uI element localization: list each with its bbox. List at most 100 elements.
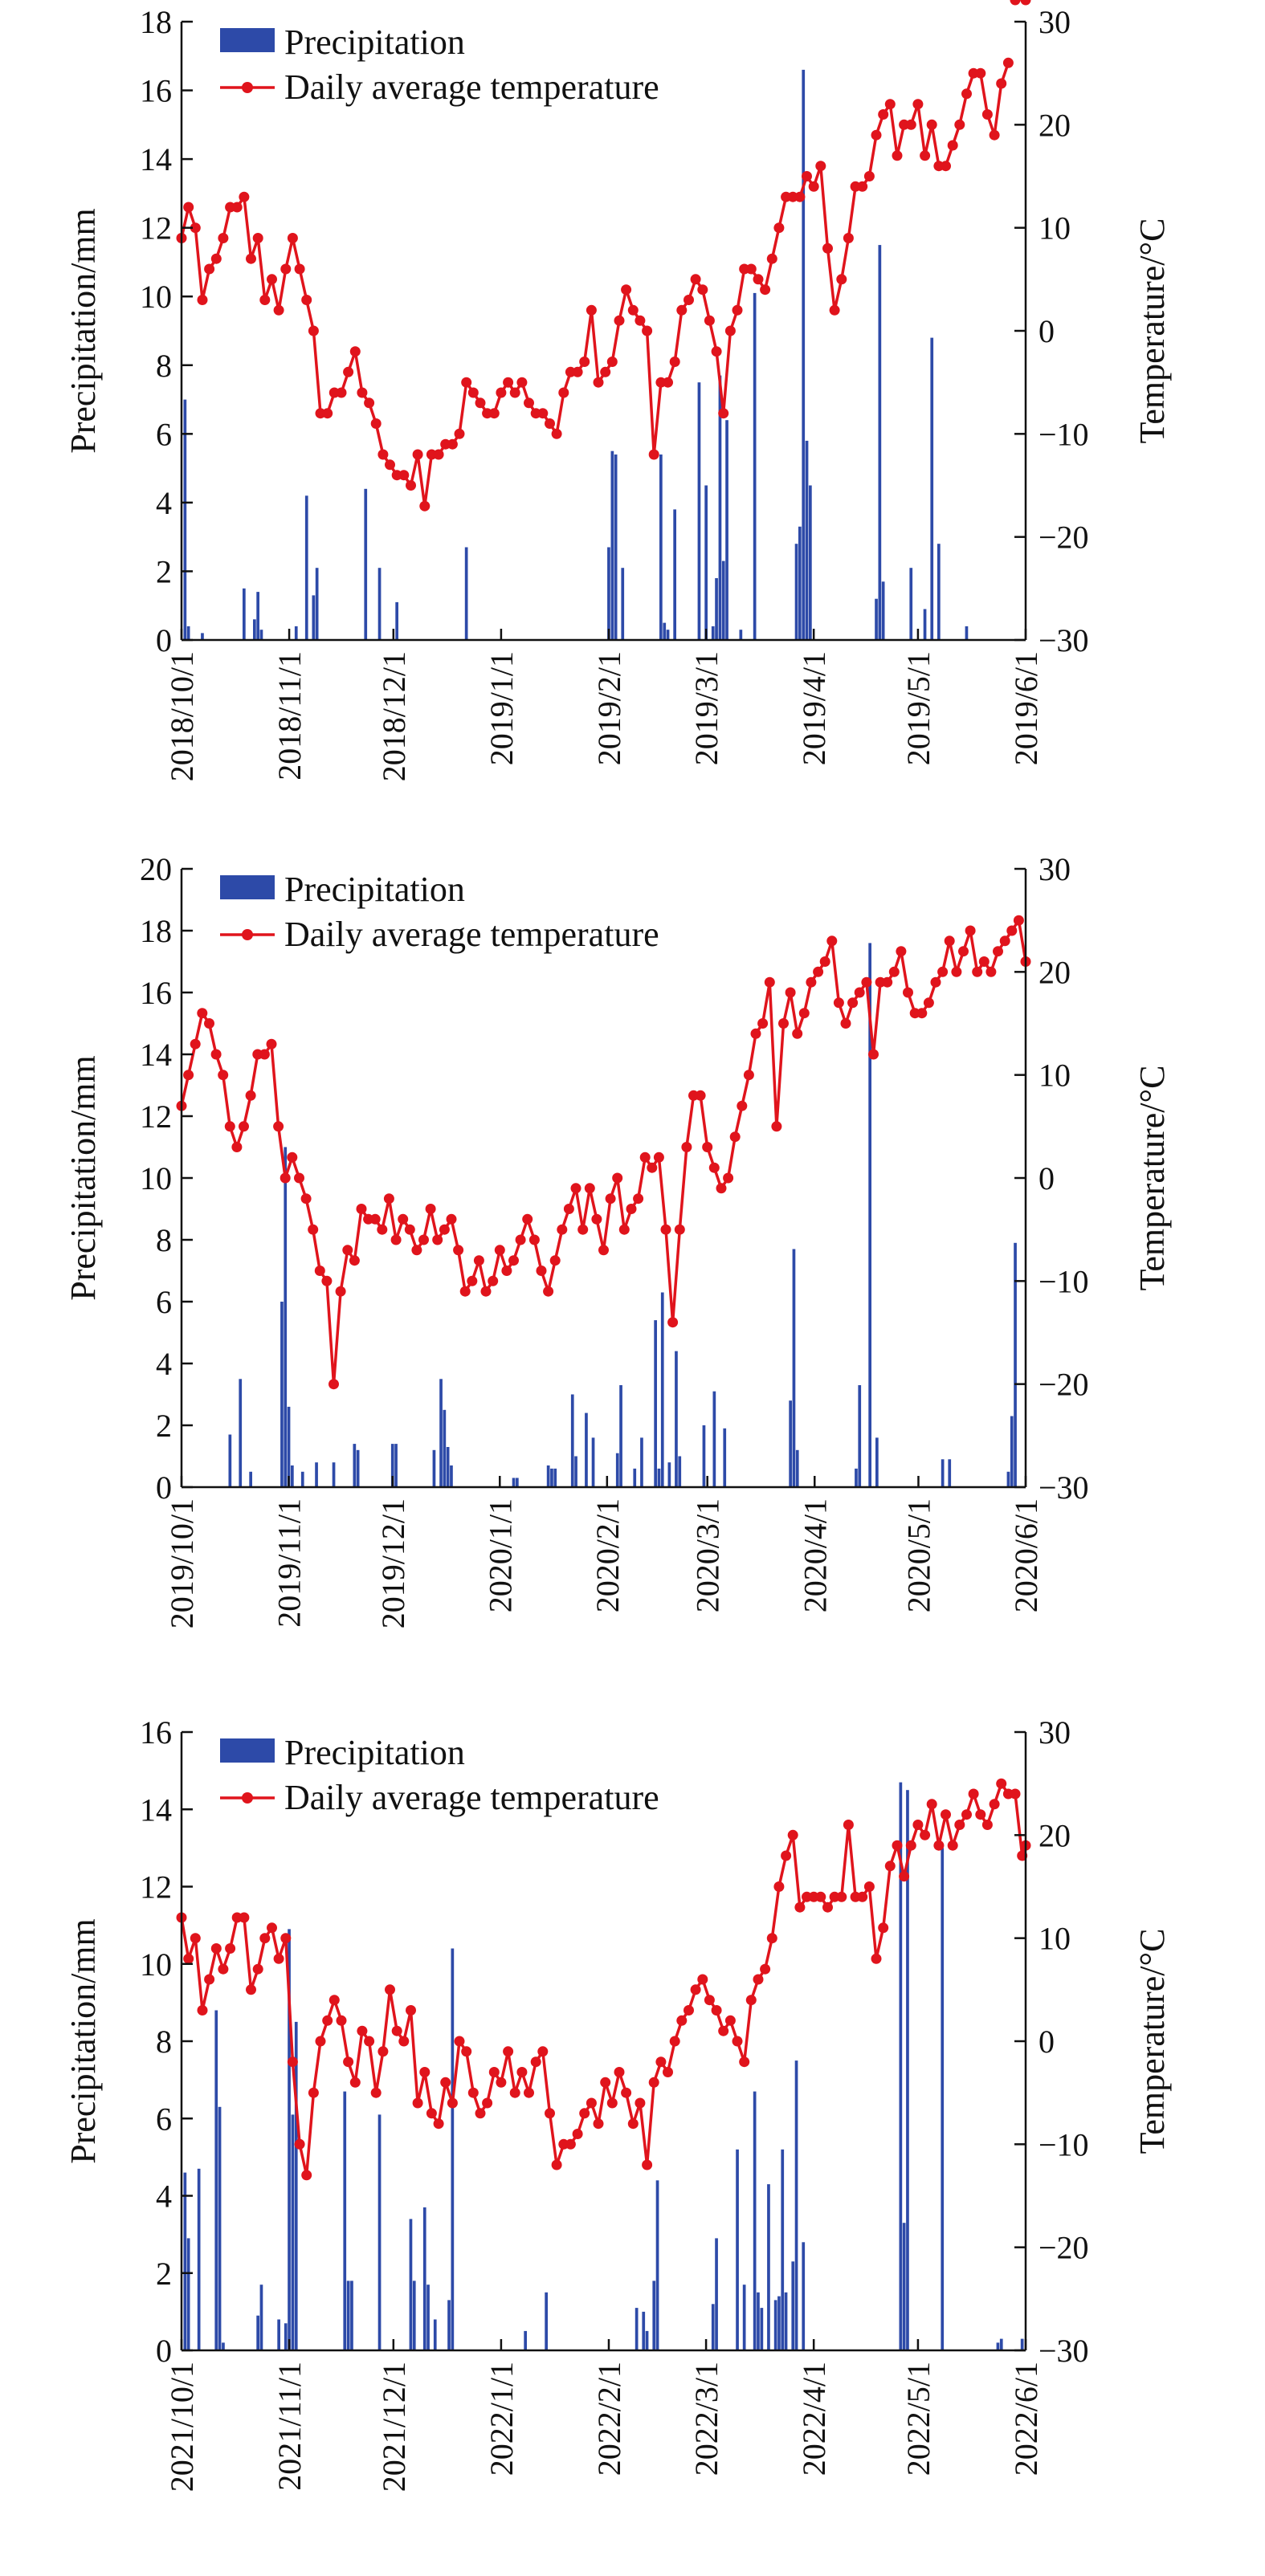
- precip-bar: [464, 547, 468, 640]
- temperature-point: [965, 925, 976, 936]
- temperature-point: [335, 1286, 346, 1297]
- precip-bar: [256, 592, 259, 640]
- temperature-point: [989, 129, 1000, 141]
- temperature-point: [792, 1028, 803, 1039]
- temperature-point: [899, 1871, 910, 1882]
- precip-bar: [546, 1465, 550, 1487]
- temperature-point: [557, 1224, 568, 1235]
- temperature-point: [197, 1008, 208, 1019]
- temperature-point: [684, 295, 694, 305]
- temperature-point: [647, 1162, 658, 1173]
- temperature-point: [294, 1172, 304, 1184]
- precip-bar: [868, 943, 871, 1487]
- x-tick-label: 2019/10/1: [164, 1498, 200, 1628]
- precip-bar: [792, 1249, 796, 1487]
- temperature-point: [954, 119, 965, 130]
- precip-bar: [702, 1425, 706, 1487]
- temperature-point: [246, 1984, 256, 1995]
- x-tick-label: 2019/1/1: [484, 651, 520, 765]
- temperature-point: [878, 1922, 889, 1934]
- precip-bar: [704, 485, 708, 640]
- temperature-point: [723, 1172, 734, 1184]
- precip-bar: [675, 1351, 678, 1487]
- y2-axis-title: Temperature/°C: [1132, 218, 1172, 444]
- temperature-point: [385, 459, 395, 471]
- temperature-point: [342, 1245, 353, 1256]
- left-tick-label: 8: [156, 348, 172, 384]
- temperature-point: [843, 233, 854, 243]
- temperature-point: [369, 1213, 381, 1225]
- temperature-point: [488, 1275, 499, 1286]
- precip-bar: [855, 1468, 858, 1487]
- precip-bar: [781, 2149, 785, 2351]
- left-tick-label: 18: [140, 4, 172, 40]
- temperature-point: [635, 2097, 646, 2109]
- precip-bar: [197, 2168, 201, 2350]
- temperature-point: [419, 2067, 431, 2077]
- temperature-point: [516, 2067, 528, 2077]
- temperature-point: [321, 1275, 333, 1286]
- temperature-point: [766, 253, 777, 264]
- left-tick-label: 2: [156, 553, 172, 589]
- precip-bar: [697, 382, 701, 640]
- precip-bar: [377, 2114, 382, 2350]
- precip-bar: [516, 1478, 519, 1487]
- precip-bar: [652, 2280, 656, 2350]
- temperature-point: [635, 315, 646, 326]
- temperature-point: [280, 1933, 292, 1944]
- temperature-point: [563, 1204, 574, 1214]
- temperature-point: [377, 1224, 388, 1235]
- temperature-point: [1002, 57, 1014, 68]
- x-tick-label: 2022/4/1: [796, 2362, 832, 2476]
- temperature-point: [315, 2036, 326, 2047]
- temperature-point: [863, 171, 875, 181]
- precip-bar: [183, 399, 187, 640]
- temperature-point: [941, 1809, 951, 1820]
- y2-axis-title: Temperature/°C: [1132, 1929, 1172, 2154]
- x-tick-label: 2022/6/1: [1008, 2362, 1044, 2476]
- temperature-point: [892, 150, 903, 161]
- temperature-point: [745, 1995, 757, 2006]
- left-tick-label: 4: [156, 1346, 172, 1382]
- temperature-point: [794, 1901, 806, 1913]
- temperature-point: [300, 1193, 312, 1204]
- temperature-point: [778, 1018, 789, 1029]
- y-axis-title: Precipitation/mm: [63, 1918, 103, 2164]
- precip-bar: [280, 1302, 284, 1487]
- temperature-point: [896, 946, 907, 957]
- temperature-point: [836, 274, 847, 285]
- legend-precip-label: Precipitation: [284, 22, 465, 62]
- x-tick-label: 2020/2/1: [590, 1498, 626, 1612]
- temperature-point: [920, 1829, 931, 1840]
- temperature-point: [593, 2118, 604, 2130]
- precip-bar: [249, 1471, 252, 1488]
- left-tick-label: 4: [156, 2179, 172, 2215]
- temperature-point: [627, 304, 639, 316]
- x-tick-label: 2019/5/1: [900, 651, 937, 765]
- precip-bar: [294, 2021, 298, 2350]
- precip-bar: [789, 1400, 792, 1487]
- temperature-point: [923, 997, 934, 1009]
- precip-bar: [447, 2300, 451, 2350]
- precip-bar: [712, 1391, 716, 1487]
- precip-bar: [591, 1437, 595, 1487]
- temperature-point: [537, 2046, 549, 2057]
- temperature-point: [572, 366, 583, 377]
- left-tick-label: 18: [140, 913, 172, 949]
- precip-bar: [433, 2319, 437, 2350]
- temperature-point: [308, 325, 319, 336]
- precip-bar: [902, 2223, 906, 2350]
- temperature-point: [937, 966, 949, 977]
- temperature-point: [280, 1172, 291, 1184]
- legend-temp-marker: [242, 929, 253, 940]
- temperature-point: [390, 1234, 402, 1245]
- precip-bar: [794, 2060, 798, 2350]
- temperature-point: [426, 2108, 437, 2119]
- temperature-point: [488, 2067, 500, 2077]
- precip-bar: [791, 2261, 795, 2350]
- precip-bar: [545, 2292, 548, 2350]
- temperature-point: [861, 976, 872, 988]
- temperature-point: [543, 1286, 554, 1297]
- temperature-point: [903, 987, 913, 998]
- temperature-point: [267, 274, 277, 285]
